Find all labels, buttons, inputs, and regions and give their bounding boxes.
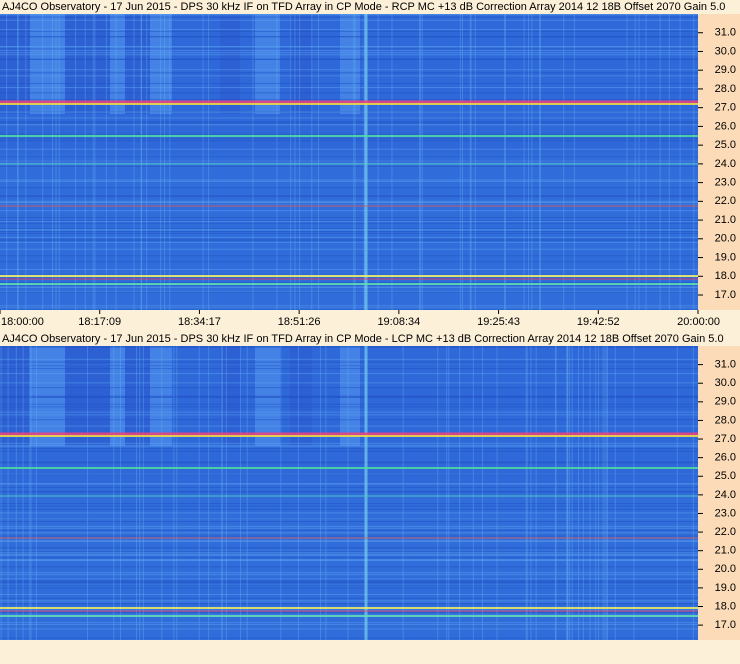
panel-title: AJ4CO Observatory - 17 Jun 2015 - DPS 30… bbox=[2, 1, 725, 13]
bright-column bbox=[220, 14, 240, 114]
y-tick-label: 29.0 bbox=[715, 396, 736, 408]
y-tick-label: 22.0 bbox=[715, 526, 736, 538]
y-tick-label: 19.0 bbox=[715, 251, 736, 263]
x-tick-label: 20:00:00 bbox=[677, 316, 720, 328]
y-tick-label: 24.0 bbox=[715, 489, 736, 501]
y-tick-label: 28.0 bbox=[715, 83, 736, 95]
y-tick-label: 31.0 bbox=[715, 359, 736, 371]
y-tick-label: 25.0 bbox=[715, 139, 736, 151]
y-tick-label: 27.0 bbox=[715, 433, 736, 445]
y-tick-label: 27.0 bbox=[715, 102, 736, 114]
y-tick-label: 29.0 bbox=[715, 64, 736, 76]
y-tick-label: 30.0 bbox=[715, 377, 736, 389]
y-tick-label: 26.0 bbox=[715, 120, 736, 132]
y-tick-label: 17.0 bbox=[715, 619, 736, 631]
bright-column bbox=[290, 14, 312, 114]
x-tick-label: 18:34:17 bbox=[178, 316, 221, 328]
lower-band bbox=[0, 486, 698, 640]
y-axis-strip bbox=[698, 346, 740, 640]
x-tick-label: 19:08:34 bbox=[377, 316, 420, 328]
y-tick-label: 21.0 bbox=[715, 214, 736, 226]
y-tick-label: 20.0 bbox=[715, 563, 736, 575]
bright-column bbox=[150, 14, 172, 114]
y-tick-label: 31.0 bbox=[715, 27, 736, 39]
bright-column bbox=[65, 14, 110, 114]
y-tick-label: 26.0 bbox=[715, 452, 736, 464]
y-tick-label: 18.0 bbox=[715, 270, 736, 282]
y-tick-label: 28.0 bbox=[715, 414, 736, 426]
bright-column bbox=[255, 14, 280, 114]
y-tick-label: 21.0 bbox=[715, 545, 736, 557]
x-tick-label: 18:17:09 bbox=[78, 316, 121, 328]
x-axis-strip bbox=[0, 312, 740, 332]
y-tick-label: 23.0 bbox=[715, 507, 736, 519]
x-tick-label: 19:42:52 bbox=[577, 316, 620, 328]
panel-title: AJ4CO Observatory - 17 Jun 2015 - DPS 30… bbox=[2, 333, 724, 345]
x-tick-label: 18:00:00 bbox=[1, 316, 44, 328]
x-tick-label: 18:51:26 bbox=[278, 316, 321, 328]
y-tick-label: 23.0 bbox=[715, 177, 736, 189]
y-tick-label: 24.0 bbox=[715, 158, 736, 170]
bright-column bbox=[340, 14, 360, 114]
spectrogram-image bbox=[0, 13, 698, 310]
y-tick-label: 18.0 bbox=[715, 600, 736, 612]
y-tick-label: 17.0 bbox=[715, 289, 736, 301]
spectrogram-image bbox=[0, 345, 698, 640]
y-axis-strip bbox=[698, 14, 740, 310]
y-tick-label: 22.0 bbox=[715, 195, 736, 207]
y-tick-label: 30.0 bbox=[715, 45, 736, 57]
bright-column bbox=[0, 14, 30, 114]
bright-column bbox=[125, 14, 150, 114]
title-bar bbox=[0, 0, 740, 14]
bright-column bbox=[110, 14, 125, 114]
y-tick-label: 25.0 bbox=[715, 470, 736, 482]
title-bar bbox=[0, 332, 740, 346]
x-tick-label: 19:25:43 bbox=[477, 316, 520, 328]
y-tick-label: 19.0 bbox=[715, 582, 736, 594]
y-tick-label: 20.0 bbox=[715, 233, 736, 245]
bright-column bbox=[30, 14, 65, 114]
